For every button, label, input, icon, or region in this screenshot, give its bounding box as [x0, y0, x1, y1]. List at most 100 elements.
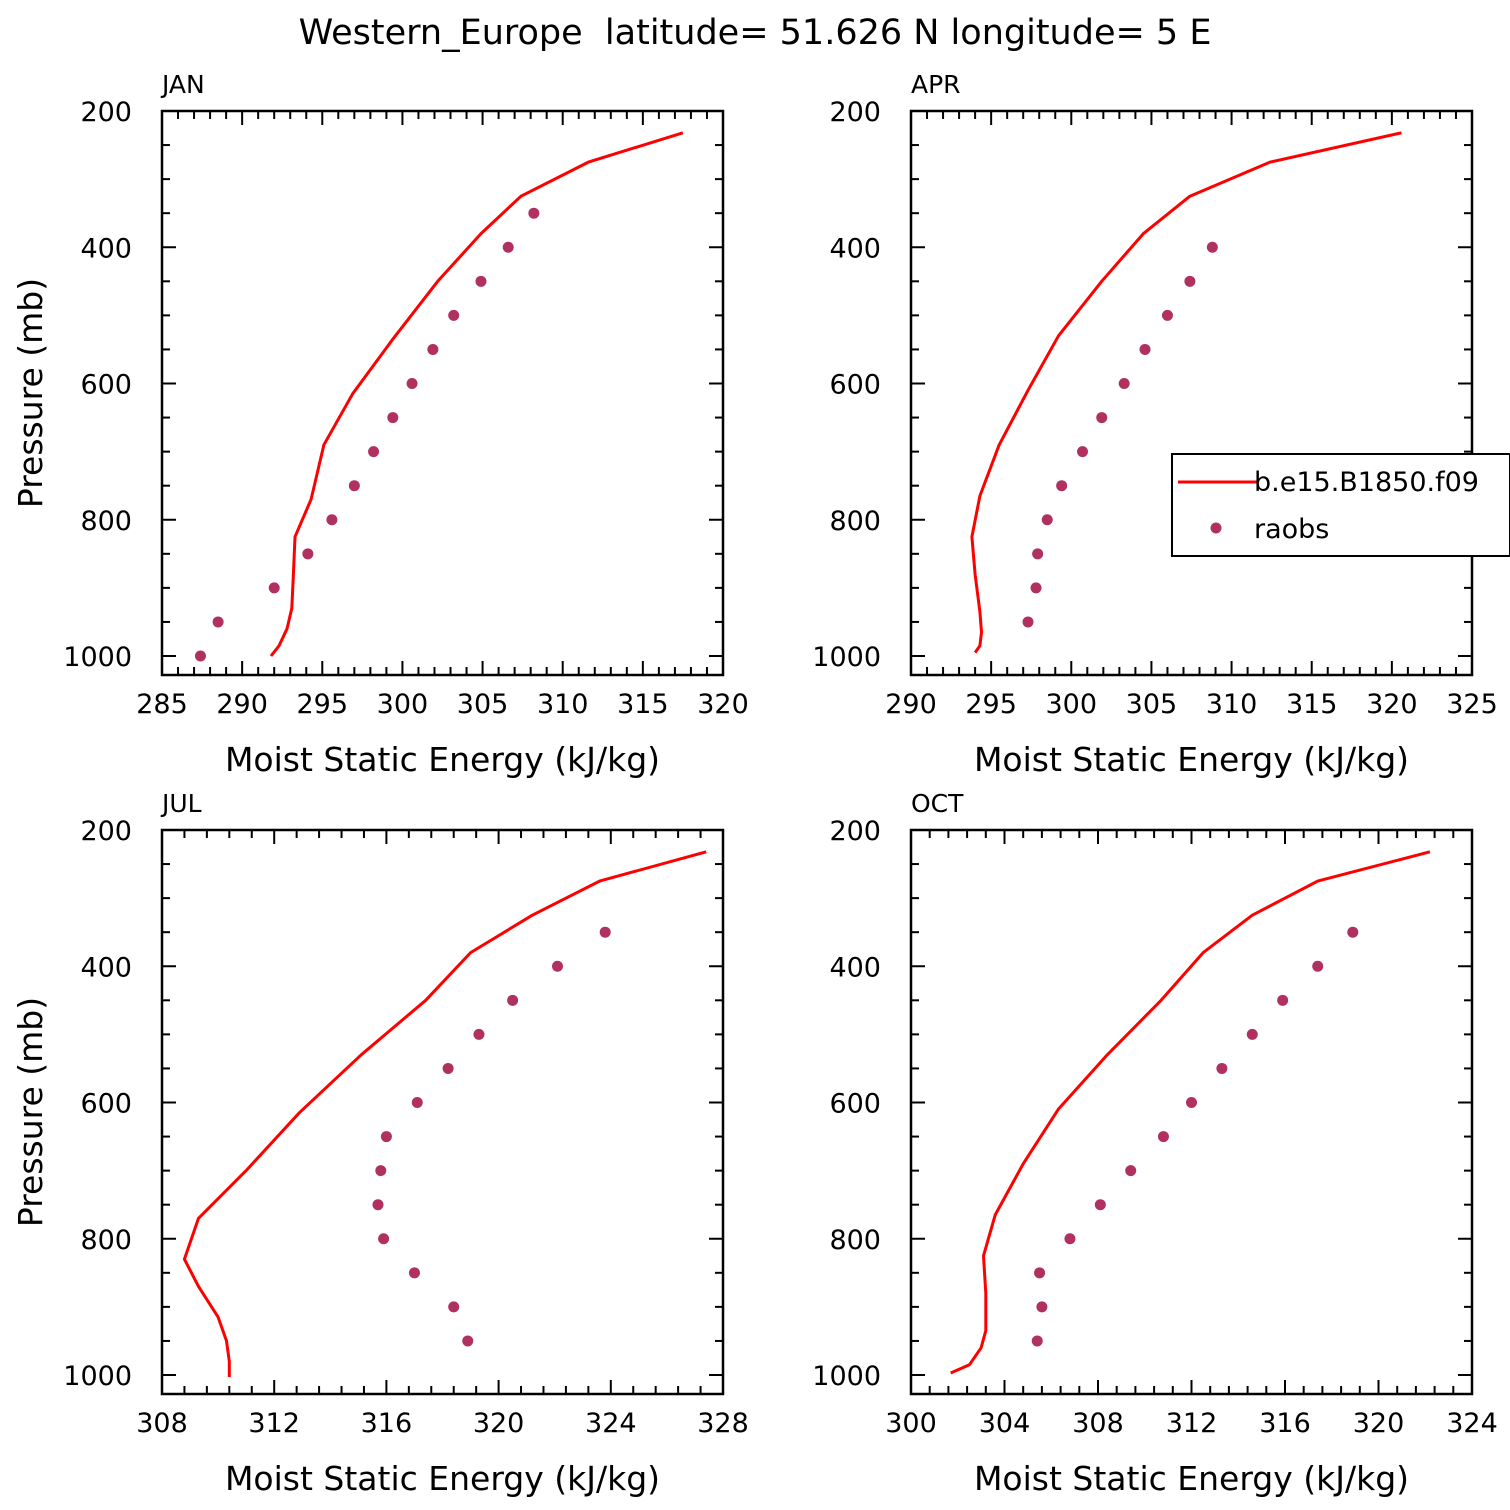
- data-point-raobs: [473, 1028, 485, 1040]
- y-tick-label: 1000: [63, 1361, 132, 1392]
- data-point-raobs: [1077, 446, 1089, 458]
- data-point-raobs: [1206, 241, 1218, 253]
- x-tick-label: 295: [965, 689, 1017, 720]
- chart-title: Western_Europe latitude= 51.626 N longit…: [299, 13, 1212, 53]
- data-point-raobs: [406, 378, 418, 389]
- data-point-raobs: [1030, 582, 1042, 594]
- x-tick-label: 324: [1446, 1408, 1498, 1439]
- panels: 285 290 295 300 305 310 315 320 200 400 600 800 1000…: [11, 70, 1498, 1498]
- plot-frame: [160, 828, 725, 1396]
- data-point-raobs: [599, 926, 611, 938]
- x-tick-label: 315: [617, 689, 669, 720]
- plot-frame: [909, 828, 1474, 1396]
- data-point-raobs: [1157, 1131, 1169, 1143]
- x-tick-label: 310: [537, 689, 589, 720]
- x-tick-label: 320: [1353, 1408, 1405, 1439]
- x-tick-label: 324: [585, 1408, 637, 1439]
- x-tick-label: 320: [1366, 689, 1418, 720]
- y-tick-label: 400: [829, 952, 881, 983]
- data-point-raobs: [268, 582, 280, 594]
- y-tick-label: 400: [829, 233, 881, 264]
- x-tick-label: 300: [885, 1408, 937, 1439]
- legend-box: [1171, 453, 1510, 557]
- y-tick-label: 600: [829, 1089, 881, 1120]
- x-tick-label: 315: [1286, 689, 1338, 720]
- x-axis-label: Moist Static Energy (kJ/kg): [225, 1459, 660, 1498]
- panel-jan: 285 290 295 300 305 310 315 320 200 400 600 800 1000…: [11, 70, 749, 779]
- data-point-raobs: [502, 241, 514, 253]
- data-point-raobs: [302, 548, 314, 560]
- data-point-raobs: [462, 1335, 474, 1347]
- x-tick-label: 325: [1446, 689, 1498, 720]
- data-point-raobs: [1246, 1028, 1258, 1040]
- data-point-raobs: [368, 446, 380, 458]
- legend: b.e15.B1850.f09 raobs: [1171, 453, 1510, 557]
- y-tick-label: 200: [80, 816, 132, 847]
- data-point-raobs: [372, 1199, 384, 1211]
- legend-label-model: b.e15.B1850.f09: [1254, 467, 1479, 498]
- panel-apr: 290 295 300 305 310 315 320 325 200 400 600 800 1000…: [812, 70, 1497, 779]
- data-point-raobs: [1034, 1267, 1046, 1279]
- data-point-raobs: [1347, 926, 1359, 938]
- data-point-raobs: [507, 994, 519, 1006]
- data-point-raobs: [1118, 378, 1130, 389]
- x-tick-label: 295: [297, 689, 349, 720]
- x-tick-label: 316: [361, 1408, 413, 1439]
- x-tick-label: 290: [216, 689, 268, 720]
- data-point-raobs: [1022, 616, 1034, 628]
- y-tick-label: 600: [80, 1089, 132, 1120]
- data-point-raobs: [1041, 514, 1053, 526]
- x-tick-label: 320: [697, 689, 749, 720]
- data-point-raobs: [1216, 1062, 1228, 1074]
- legend-label-raobs: raobs: [1254, 514, 1329, 545]
- data-point-raobs: [408, 1267, 420, 1279]
- series-line-model: [950, 850, 1431, 1375]
- x-tick-label: 285: [136, 689, 188, 720]
- data-point-raobs: [1094, 1199, 1106, 1211]
- data-point-raobs: [475, 275, 487, 287]
- y-tick-label: 600: [829, 370, 881, 401]
- x-tick-label: 308: [1072, 1408, 1124, 1439]
- x-tick-label: 305: [1126, 689, 1178, 720]
- panel-jul: 308 312 316 320 324 328 200 400 600 800 1000 JUL Moi…: [11, 789, 749, 1498]
- y-tick-label: 1000: [812, 1361, 881, 1392]
- y-tick-label: 1000: [63, 642, 132, 673]
- y-tick-label: 1000: [812, 642, 881, 673]
- data-point-raobs: [375, 1165, 387, 1177]
- data-point-raobs: [1064, 1233, 1076, 1245]
- plot-frame: [909, 109, 1474, 677]
- data-point-raobs: [380, 1131, 392, 1143]
- y-tick-label: 800: [80, 506, 132, 537]
- data-point-raobs: [1184, 275, 1196, 287]
- data-point-raobs: [212, 616, 224, 628]
- x-tick-label: 328: [697, 1408, 749, 1439]
- legend-marker-swatch: [1210, 522, 1222, 534]
- x-tick-label: 290: [885, 689, 937, 720]
- data-point-raobs: [1031, 1335, 1043, 1347]
- y-tick-label: 400: [80, 233, 132, 264]
- x-tick-label: 312: [248, 1408, 300, 1439]
- data-point-raobs: [378, 1233, 390, 1245]
- y-tick-label: 200: [80, 97, 132, 128]
- panel-label: OCT: [911, 789, 964, 818]
- y-axis-label: Pressure (mb): [11, 997, 50, 1227]
- y-axis-label: Pressure (mb): [11, 278, 50, 508]
- data-point-raobs: [1032, 548, 1044, 560]
- data-point-raobs: [1277, 994, 1289, 1006]
- data-point-raobs: [1161, 309, 1173, 321]
- y-tick-label: 800: [829, 506, 881, 537]
- data-point-raobs: [448, 1301, 460, 1313]
- y-tick-label: 600: [80, 370, 132, 401]
- y-tick-label: 400: [80, 952, 132, 983]
- y-tick-label: 800: [829, 1225, 881, 1256]
- data-point-raobs: [1139, 343, 1151, 355]
- data-point-raobs: [1036, 1301, 1048, 1313]
- x-tick-label: 304: [979, 1408, 1031, 1439]
- x-axis-label: Moist Static Energy (kJ/kg): [974, 1459, 1409, 1498]
- panel-oct: 300 304 308 312 316 320 324 200 400 600 800 1000 OCT…: [812, 789, 1497, 1498]
- y-tick-label: 200: [829, 816, 881, 847]
- y-tick-label: 200: [829, 97, 881, 128]
- x-tick-label: 312: [1166, 1408, 1218, 1439]
- data-point-raobs: [552, 960, 564, 972]
